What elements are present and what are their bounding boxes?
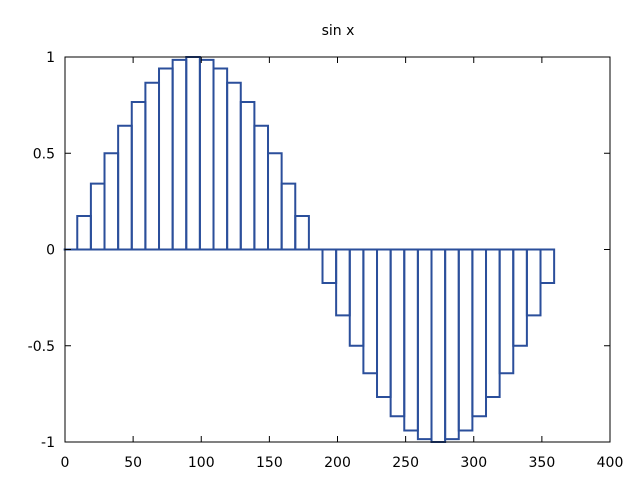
y-tick-label: 0.5: [33, 146, 55, 162]
bar: [198, 58, 215, 251]
bar: [416, 248, 433, 441]
x-tick-label: 0: [61, 455, 70, 471]
chart-title: sin x: [322, 23, 355, 39]
x-tick-label: 200: [324, 455, 351, 471]
bars-group: [63, 56, 556, 443]
bar: [89, 182, 106, 251]
bar: [376, 248, 392, 398]
bar: [539, 248, 556, 284]
bar: [348, 248, 365, 347]
bar: [103, 152, 120, 251]
y-tick-label: -1: [41, 435, 55, 451]
y-tick-label: 1: [46, 50, 55, 66]
x-tick-label: 400: [597, 455, 624, 471]
bar: [267, 152, 283, 251]
bar: [130, 101, 147, 251]
bar: [430, 248, 447, 443]
bar: [512, 248, 528, 347]
x-tick-label: 150: [256, 455, 283, 471]
x-tick-label: 100: [188, 455, 215, 471]
bar: [294, 215, 310, 251]
x-tick-label: 250: [392, 455, 419, 471]
bar: [117, 124, 133, 251]
bar: [280, 182, 297, 251]
bar: [498, 248, 515, 375]
bar: [253, 124, 270, 251]
bar: [171, 58, 188, 251]
bar: [389, 248, 406, 418]
bar: [335, 248, 351, 317]
y-tick-label: 0: [46, 243, 55, 259]
bar: [362, 248, 379, 375]
bar: [226, 81, 242, 251]
bar: [457, 248, 474, 432]
bar: [212, 67, 229, 251]
bar: [525, 248, 542, 317]
bar: [485, 248, 501, 398]
bar: [158, 67, 174, 251]
bar: [76, 215, 92, 251]
y-tick-label: -0.5: [28, 339, 55, 355]
bar: [403, 248, 419, 432]
bar: [239, 101, 256, 251]
x-tick-label: 300: [460, 455, 487, 471]
bar: [444, 248, 460, 441]
bar: [471, 248, 488, 418]
x-tick-label: 50: [124, 455, 142, 471]
axes-group: 0 50 100 150 200 250 300 350 400 -1 -0.5 0 0.5 1: [28, 50, 624, 471]
x-tick-label: 350: [529, 455, 556, 471]
bar: [144, 81, 161, 251]
bar: [321, 248, 338, 284]
bar: [185, 56, 201, 251]
